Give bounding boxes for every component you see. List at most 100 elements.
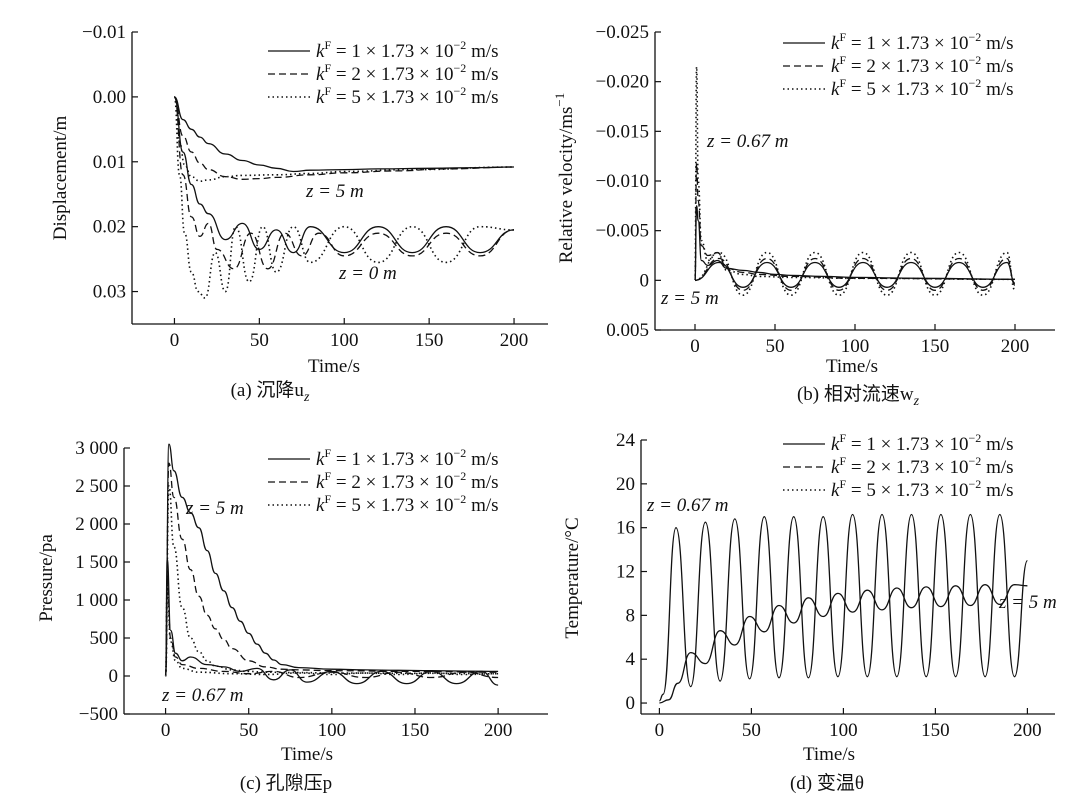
legend-k: k (831, 480, 840, 501)
legend-k: k (831, 33, 840, 54)
legend-k: k (316, 495, 325, 516)
y-tick-label: 4 (626, 649, 636, 670)
panel-caption: (b) 相对流速wz (797, 383, 920, 409)
series-line (164, 557, 499, 686)
curve-annotation: z = 0.67 m (161, 685, 243, 706)
x-axis-label: Time/s (308, 356, 360, 377)
x-tick-label: 50 (250, 330, 269, 351)
y-tick-label: 0 (640, 270, 650, 291)
curve-annotation: z = 0.67 m (706, 131, 788, 152)
x-tick-label: 50 (766, 336, 785, 357)
series-line (694, 205, 1016, 281)
legend-label: kF = 5 × 1.73 × 10−2 m/s (831, 477, 1014, 501)
legend-k: k (831, 79, 840, 100)
x-tick-label: 200 (500, 330, 529, 351)
y-axis-label-text: Relative velocity/ms (556, 107, 577, 264)
x-tick-label: 0 (655, 720, 665, 741)
legend-label: kF = 2 × 1.73 × 10−2 m/s (831, 454, 1014, 478)
legend-k-superscript: F (839, 477, 846, 491)
legend-value: = 2 × 1.73 × 10 (331, 64, 453, 85)
legend-value: = 5 × 1.73 × 10 (846, 79, 968, 100)
legend-value: = 1 × 1.73 × 10 (846, 33, 968, 54)
legend-k-superscript: F (324, 469, 331, 483)
legend-k-superscript: F (324, 492, 331, 506)
panel-caption: (c) 孔隙压p (240, 772, 332, 794)
legend-exponent: −2 (969, 30, 982, 44)
legend-label: kF = 1 × 1.73 × 10−2 m/s (831, 30, 1014, 54)
x-axis-label: Time/s (803, 744, 855, 765)
panel-caption-text: (d) 变温θ (790, 772, 864, 794)
legend-label: kF = 2 × 1.73 × 10−2 m/s (316, 469, 499, 493)
y-axis-label: Displacement/m (50, 116, 71, 241)
x-tick-label: 100 (841, 336, 870, 357)
legend-label: kF = 2 × 1.73 × 10−2 m/s (831, 53, 1014, 77)
legend: kF = 1 × 1.73 × 10−2 m/skF = 2 × 1.73 × … (268, 446, 499, 516)
legend-k: k (316, 449, 325, 470)
legend-value: = 5 × 1.73 × 10 (331, 495, 453, 516)
curve-annotation: z = 5 m (305, 181, 364, 202)
legend-label: kF = 2 × 1.73 × 10−2 m/s (316, 61, 499, 85)
legend-k: k (316, 472, 325, 493)
series-line (173, 96, 515, 183)
y-axis-label: Relative velocity/ms−1 (552, 93, 577, 264)
legend-exponent: −2 (969, 454, 982, 468)
series-line (164, 576, 499, 679)
curve-annotation: z = 5 m (998, 592, 1057, 613)
legend-unit: m/s (466, 472, 498, 493)
legend-unit: m/s (466, 449, 498, 470)
x-tick-label: 150 (401, 720, 430, 741)
panel-caption-subscript: z (913, 394, 920, 409)
legend-unit: m/s (981, 56, 1013, 77)
x-tick-label: 100 (330, 330, 359, 351)
legend-k-superscript: F (839, 30, 846, 44)
x-tick-label: 150 (921, 720, 950, 741)
legend-k: k (831, 56, 840, 77)
y-tick-label: 2 500 (75, 476, 118, 497)
x-tick-label: 0 (161, 720, 171, 741)
legend-k-superscript: F (839, 431, 846, 445)
x-tick-label: 100 (829, 720, 858, 741)
legend-unit: m/s (981, 33, 1013, 54)
legend-label: kF = 1 × 1.73 × 10−2 m/s (831, 431, 1014, 455)
legend-k: k (316, 41, 325, 62)
y-tick-label: 1 500 (75, 552, 118, 573)
legend-k-superscript: F (839, 53, 846, 67)
legend-unit: m/s (981, 434, 1013, 455)
panel-caption-text: (b) 相对流速w (797, 383, 914, 405)
y-tick-label: −0.020 (596, 72, 649, 93)
series-line (173, 96, 515, 270)
curve-annotation: z = 0.67 m (646, 495, 728, 516)
series-line (164, 583, 499, 677)
legend: kF = 1 × 1.73 × 10−2 m/skF = 2 × 1.73 × … (268, 38, 499, 108)
legend-exponent: −2 (454, 446, 467, 460)
series-line (659, 513, 1029, 702)
y-tick-label: −0.025 (596, 22, 649, 43)
legend-exponent: −2 (969, 53, 982, 67)
legend-label: kF = 1 × 1.73 × 10−2 m/s (316, 38, 499, 62)
legend-k-superscript: F (839, 76, 846, 90)
panel-caption-text: (c) 孔隙压p (240, 772, 332, 794)
legend-unit: m/s (466, 495, 498, 516)
legend-k: k (316, 87, 325, 108)
curve-annotation: z = 0 m (338, 263, 397, 284)
panel-caption: (a) 沉降uz (231, 379, 310, 405)
legend-value: = 5 × 1.73 × 10 (331, 87, 453, 108)
legend-k-superscript: F (324, 38, 331, 52)
y-tick-label: 8 (626, 605, 636, 626)
panel-a: −0.01 0.00 0.01 0.02 0.03 0 50 100 150 200 Time/s D… (50, 22, 548, 405)
legend-k-superscript: F (324, 84, 331, 98)
legend-unit: m/s (466, 41, 498, 62)
y-axis-label: Pressure/pa (36, 534, 57, 622)
y-axis-label: Temperature/°C (562, 517, 583, 638)
y-tick-label: 0 (109, 666, 119, 687)
legend-k-superscript: F (839, 454, 846, 468)
y-tick-label: 16 (616, 518, 635, 539)
legend: kF = 1 × 1.73 × 10−2 m/skF = 2 × 1.73 × … (783, 30, 1014, 100)
series-line (174, 96, 515, 173)
x-axis-label: Time/s (826, 356, 878, 377)
legend-exponent: −2 (454, 469, 467, 483)
panel-caption-subscript: z (303, 390, 310, 405)
y-tick-label: 0 (626, 693, 636, 714)
legend-value: = 1 × 1.73 × 10 (846, 434, 968, 455)
curve-annotation: z = 5 m (660, 288, 719, 309)
